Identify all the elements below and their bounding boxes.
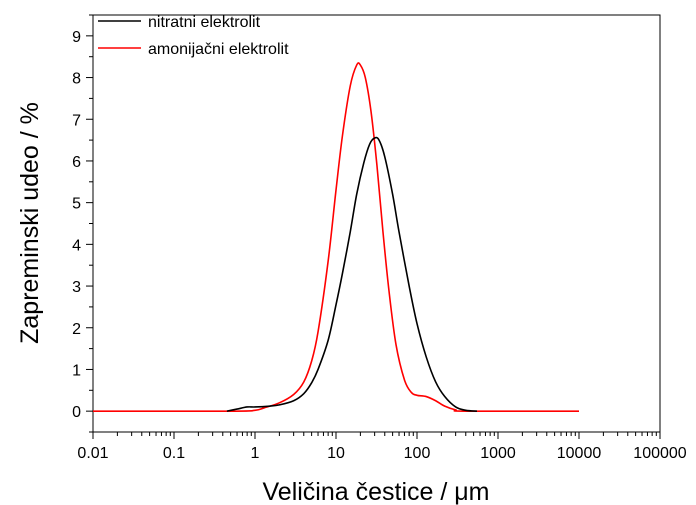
legend-label-amonijacni: amonijačni elektrolit (148, 41, 289, 58)
x-tick-label: 100000 (633, 445, 686, 462)
y-tick-label: 5 (72, 196, 81, 213)
plot-area (92, 14, 661, 433)
y-tick-label: 7 (72, 112, 81, 129)
x-axis-ticks: 0.01 0.1 1 10 100 1000 10000 100000 (77, 432, 687, 462)
series-lines (92, 62, 580, 413)
x-tick-label: 0.1 (163, 445, 185, 462)
y-tick-label: 3 (72, 279, 81, 296)
x-tick-label: 10 (327, 445, 345, 462)
y-tick-label: 9 (72, 29, 81, 46)
x-tick-label: 1 (251, 445, 260, 462)
legend-label-nitratni: nitratni elektrolit (148, 14, 261, 31)
x-tick-label: 1000 (480, 445, 516, 462)
x-tick-label: 0.01 (77, 445, 108, 462)
y-axis-ticks: 0 1 2 3 4 5 6 7 8 9 (72, 14, 93, 433)
y-tick-label: 8 (72, 71, 81, 88)
legend: nitratni elektrolit amonijačni elektroli… (98, 14, 289, 58)
x-tick-label: 10000 (557, 445, 602, 462)
y-tick-label: 2 (72, 321, 81, 338)
y-tick-label: 0 (72, 404, 81, 421)
y-axis-title: Zapreminski udeo / % (16, 102, 44, 344)
x-axis-title: Veličina čestice / μm (263, 478, 490, 505)
y-tick-label: 1 (72, 362, 81, 379)
x-tick-label: 100 (404, 445, 431, 462)
series-line-amonijacni (92, 62, 580, 413)
series-line-nitratni (226, 136, 478, 412)
y-tick-label: 4 (72, 237, 81, 254)
y-tick-label: 6 (72, 154, 81, 171)
